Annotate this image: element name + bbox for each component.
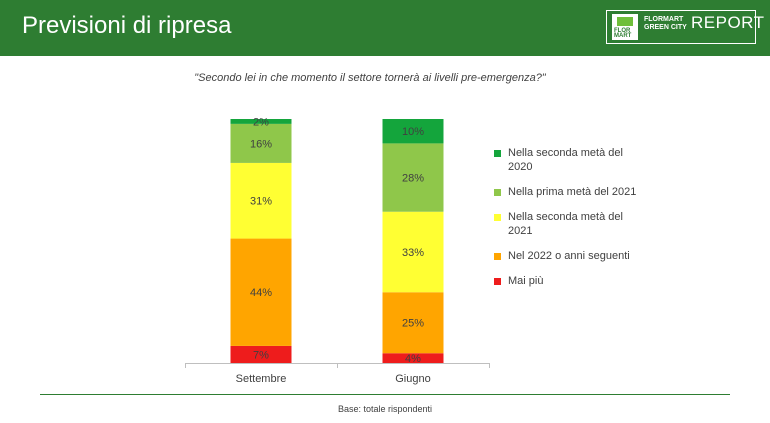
chart-legend: Nella seconda metà del 2020 Nella prima m… [494, 146, 644, 299]
logo-brand-line1: FLORMART [644, 16, 684, 23]
legend-item: Nella seconda metà del 2020 [494, 146, 644, 174]
logo-report-word: REPORT [691, 13, 765, 32]
bar-segment [382, 119, 444, 144]
legend-swatch [494, 189, 501, 196]
legend-swatch [494, 214, 501, 221]
data-label: 28% [402, 173, 424, 185]
survey-question: "Secondo lei in che momento il settore t… [194, 72, 546, 84]
legend-item: Nel 2022 o anni seguenti [494, 249, 644, 263]
legend-label: Nella seconda metà del 2021 [508, 211, 623, 237]
legend-label: Nella seconda metà del 2020 [508, 147, 623, 173]
data-label: 31% [250, 196, 272, 208]
header-bar: Previsioni di ripresa FLOR MART FLORMART… [0, 0, 770, 56]
data-label: 4% [405, 353, 421, 365]
legend-swatch [494, 150, 501, 157]
bar-segment [382, 143, 444, 212]
data-label: 2% [253, 116, 269, 128]
flormart-report-logo: FLOR MART FLORMART GREEN CITY REPORT [606, 10, 764, 44]
legend-item: Mai più [494, 274, 644, 288]
footer-divider [40, 394, 730, 395]
bar-segment [230, 123, 292, 163]
leaf-icon [617, 17, 633, 26]
data-label: 7% [253, 349, 269, 361]
data-label: 25% [402, 318, 424, 330]
legend-label: Mai più [508, 275, 544, 287]
bar-segment [382, 292, 444, 354]
logo-mark-text: FLOR MART [614, 28, 632, 39]
legend-swatch [494, 253, 501, 260]
logo-brand: FLORMART GREEN CITY [644, 16, 694, 32]
data-label: 44% [250, 287, 272, 299]
data-label: 33% [402, 247, 424, 259]
legend-label: Nella prima metà del 2021 [508, 186, 637, 198]
data-label: 10% [402, 126, 424, 138]
legend-label: Nel 2022 o anni seguenti [508, 250, 630, 262]
bar-segment [382, 211, 444, 293]
x-tick-label: Settembre [236, 373, 287, 385]
x-tick-label: Giugno [395, 373, 430, 385]
page-title: Previsioni di ripresa [22, 12, 232, 39]
bar-segment [382, 353, 444, 363]
bar-segment [230, 238, 292, 346]
bar-segment [230, 162, 292, 239]
flormart-mark-icon: FLOR MART [612, 14, 638, 40]
footer-note: Base: totale rispondenti [337, 404, 433, 414]
logo-brand-line2: GREEN CITY [644, 24, 687, 31]
legend-item: Nella prima metà del 2021 [494, 185, 644, 199]
bar-segment [230, 119, 292, 124]
bar-segment [230, 345, 292, 363]
legend-item: Nella seconda metà del 2021 [494, 210, 644, 238]
data-label: 16% [250, 138, 272, 150]
legend-swatch [494, 278, 501, 285]
